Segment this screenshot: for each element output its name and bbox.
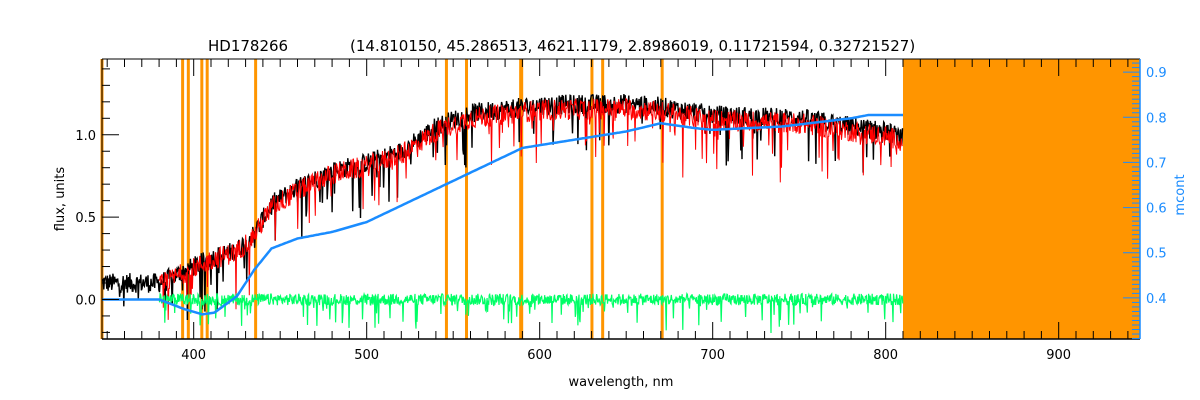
masked-line bbox=[601, 59, 605, 339]
masked-line bbox=[254, 59, 258, 339]
y2-tick-label: 0.5 bbox=[1146, 247, 1167, 262]
masked-region bbox=[902, 59, 1140, 339]
residual-line bbox=[158, 291, 904, 334]
model-spectrum-line bbox=[158, 97, 903, 320]
y2-axis-label: mcont bbox=[1173, 174, 1188, 215]
y-tick-label: 1.0 bbox=[75, 129, 96, 144]
y2-tick-label: 0.6 bbox=[1146, 202, 1167, 217]
plot-area: 400 500 600 700 800 900 0.0 0.5 1.0 0.4 0.5 0.6 0.7 0… bbox=[75, 58, 1167, 363]
masked-line bbox=[660, 59, 664, 339]
masked-line bbox=[205, 59, 209, 339]
mcont-line bbox=[102, 113, 903, 316]
x-tick-label: 600 bbox=[527, 348, 552, 363]
y-tick-label: 0.0 bbox=[75, 293, 96, 308]
y2-tick-label: 0.8 bbox=[1146, 111, 1167, 126]
masked-line bbox=[200, 59, 204, 339]
masked-line bbox=[465, 59, 469, 339]
x-tick-label: 400 bbox=[181, 348, 206, 363]
masked-line bbox=[181, 59, 185, 339]
x-tick-label: 500 bbox=[354, 348, 379, 363]
x-tick-label: 900 bbox=[1046, 348, 1071, 363]
y-tick-label: 0.5 bbox=[75, 211, 96, 226]
y2-tick-label: 0.7 bbox=[1146, 156, 1167, 171]
masked-line bbox=[590, 59, 594, 339]
chart-title-params: (14.810150, 45.286513, 4621.1179, 2.8986… bbox=[350, 37, 915, 55]
masked-line bbox=[444, 59, 448, 339]
y-axis-label: flux, units bbox=[53, 167, 68, 232]
masked-line bbox=[520, 59, 524, 339]
x-tick-label: 800 bbox=[873, 348, 898, 363]
x-tick-label: 700 bbox=[700, 348, 725, 363]
y2-tick-label: 0.9 bbox=[1146, 66, 1167, 81]
chart-title-object: HD178266 bbox=[208, 37, 288, 55]
y2-tick-label: 0.4 bbox=[1146, 292, 1167, 307]
x-axis-label: wavelength, nm bbox=[569, 375, 674, 390]
masked-line bbox=[186, 59, 190, 339]
